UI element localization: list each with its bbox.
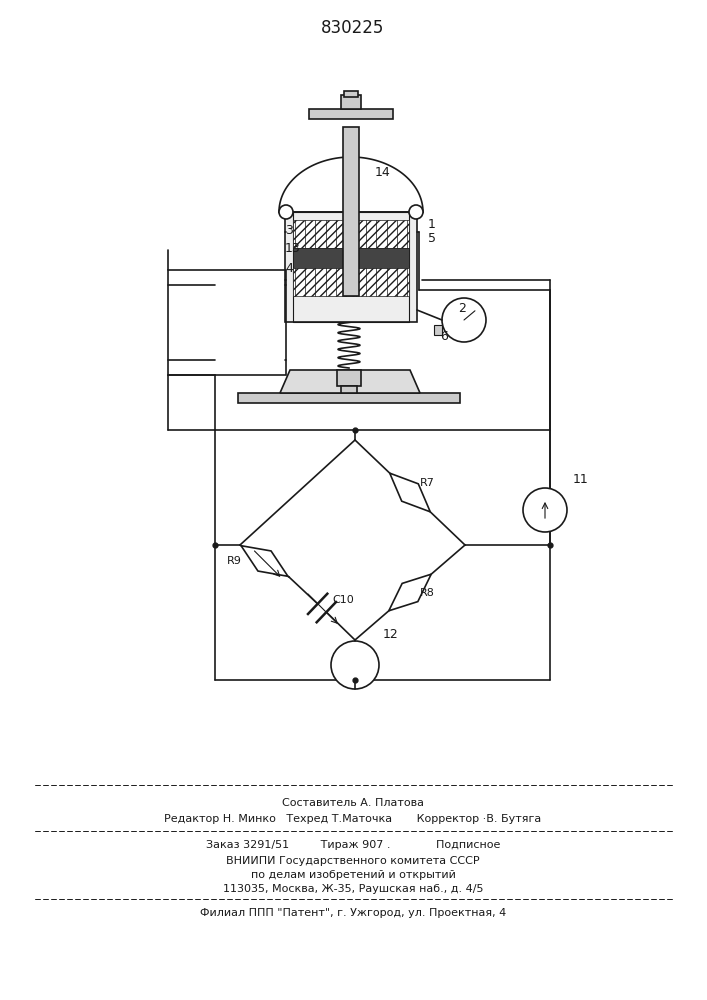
Polygon shape <box>241 546 288 576</box>
Text: 3: 3 <box>285 224 293 236</box>
Polygon shape <box>390 473 431 512</box>
Bar <box>343 127 359 296</box>
Text: 1: 1 <box>428 219 436 232</box>
Text: 12: 12 <box>383 628 399 641</box>
Text: Филиал ППП "Патент", г. Ужгород, ул. Проектная, 4: Филиал ППП "Патент", г. Ужгород, ул. Про… <box>200 908 506 918</box>
Text: R9: R9 <box>226 556 241 566</box>
Polygon shape <box>389 574 431 611</box>
Text: R7: R7 <box>420 478 435 488</box>
Text: Редактор Н. Минко   Техред Т.Маточка       Корректор ·В. Бутяга: Редактор Н. Минко Техред Т.Маточка Корре… <box>164 814 542 824</box>
Circle shape <box>279 205 293 219</box>
Text: R8: R8 <box>420 587 435 597</box>
Text: 13: 13 <box>285 241 300 254</box>
Text: 6: 6 <box>440 330 448 342</box>
Circle shape <box>442 298 486 342</box>
Text: Составитель А. Платова: Составитель А. Платова <box>282 798 424 808</box>
Text: 830225: 830225 <box>321 19 385 37</box>
Bar <box>337 370 361 386</box>
Bar <box>285 212 417 322</box>
Bar <box>341 386 357 393</box>
Bar <box>341 95 361 109</box>
Bar <box>293 212 409 322</box>
Text: по делам изобретений и открытий: по делам изобретений и открытий <box>250 870 455 880</box>
Bar <box>238 393 460 403</box>
Bar <box>293 268 409 296</box>
Text: Заказ 3291/51         Тираж 907 .             Подписное: Заказ 3291/51 Тираж 907 . Подписное <box>206 840 500 850</box>
Circle shape <box>409 205 423 219</box>
Text: 14: 14 <box>375 165 391 178</box>
Bar <box>309 109 393 119</box>
Bar <box>293 248 409 268</box>
Polygon shape <box>280 370 420 393</box>
Text: ВНИИПИ Государственного комитета СССР: ВНИИПИ Государственного комитета СССР <box>226 856 480 866</box>
Text: C10: C10 <box>332 595 354 605</box>
Circle shape <box>331 641 379 689</box>
Circle shape <box>523 488 567 532</box>
Text: 4: 4 <box>285 261 293 274</box>
Text: 113035, Москва, Ж-35, Раушская наб., д. 4/5: 113035, Москва, Ж-35, Раушская наб., д. … <box>223 884 484 894</box>
Bar <box>168 270 286 375</box>
Text: 11: 11 <box>573 473 589 486</box>
Bar <box>344 91 358 97</box>
Text: 2: 2 <box>458 302 466 314</box>
Bar <box>434 325 442 335</box>
Text: 5: 5 <box>428 232 436 244</box>
Bar <box>293 220 409 248</box>
